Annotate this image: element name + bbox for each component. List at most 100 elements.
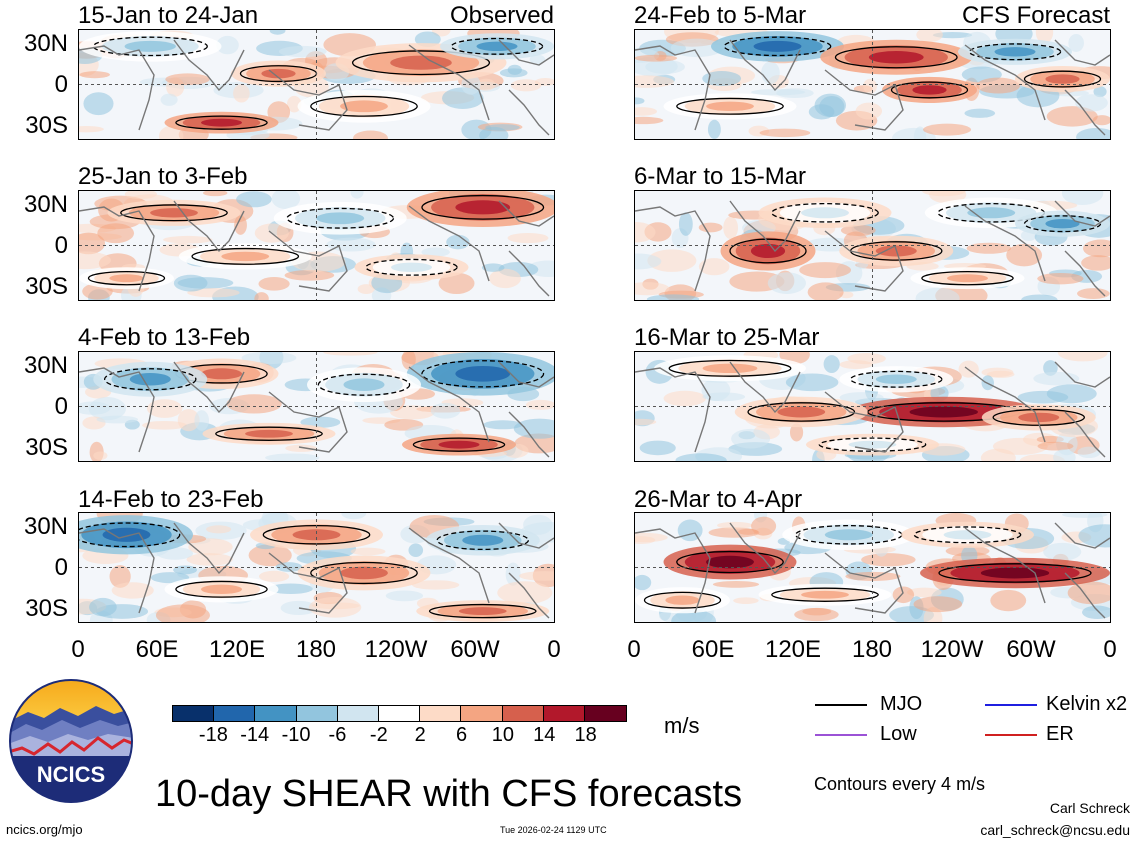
shading-patch bbox=[1068, 33, 1084, 52]
mjo-contour bbox=[120, 204, 228, 222]
shading-patch bbox=[923, 123, 972, 136]
coastline bbox=[498, 39, 554, 66]
legend-er-line bbox=[985, 734, 1037, 736]
shading-patch bbox=[89, 597, 117, 617]
shading-patch bbox=[964, 108, 996, 118]
shading-patch bbox=[635, 574, 652, 591]
colorbar-swatch bbox=[420, 706, 462, 721]
logo-text: NCICS bbox=[37, 762, 105, 787]
shading-patch bbox=[300, 416, 341, 428]
colorbar-tick-label: -2 bbox=[369, 724, 388, 746]
shading-patch bbox=[275, 562, 303, 572]
shading-patch bbox=[341, 513, 367, 520]
lat-label-30s: 30S bbox=[25, 595, 68, 622]
shading-feature bbox=[129, 372, 171, 386]
contour-note: Contours every 4 m/s bbox=[814, 774, 986, 794]
shading-patch bbox=[265, 453, 320, 461]
coastline bbox=[79, 528, 155, 614]
map-panel-fcst-2 bbox=[634, 190, 1111, 301]
coastline bbox=[408, 44, 490, 121]
mjo-contour bbox=[729, 238, 807, 264]
shading-feature bbox=[340, 566, 388, 580]
mjo-contour bbox=[450, 37, 544, 55]
shading-patch bbox=[986, 370, 1015, 378]
mjo-contour bbox=[890, 81, 969, 99]
shading-patch bbox=[111, 582, 154, 599]
shading-patch bbox=[698, 258, 730, 276]
coastline bbox=[508, 89, 550, 136]
lat-label-30n: 30N bbox=[23, 30, 68, 57]
shading-patch bbox=[759, 128, 811, 138]
shading-patch bbox=[233, 84, 250, 103]
legend-kelvin-line bbox=[985, 704, 1037, 706]
footer-author: Carl Schreck bbox=[1049, 800, 1130, 816]
shading-patch bbox=[733, 597, 759, 604]
shading-feature bbox=[967, 207, 1016, 219]
shading-patch bbox=[241, 352, 297, 365]
shading-patch bbox=[534, 78, 554, 86]
colorbar-swatch bbox=[461, 706, 503, 721]
map-panel-obs-3 bbox=[78, 351, 555, 462]
coastline bbox=[173, 200, 245, 253]
footer-email[interactable]: carl_schreck@ncsu.edu bbox=[980, 822, 1130, 838]
lat-label-0: 0 bbox=[54, 554, 68, 581]
coastline bbox=[408, 205, 490, 282]
shading-feature bbox=[750, 243, 786, 259]
shading-patch bbox=[966, 242, 1012, 254]
shading-patch bbox=[350, 547, 386, 556]
shading-feature bbox=[946, 274, 989, 283]
mjo-contour bbox=[310, 95, 418, 117]
shading-patch bbox=[438, 272, 475, 295]
shading-patch bbox=[79, 71, 110, 79]
lat-label-30s: 30S bbox=[25, 273, 68, 300]
shading-patch bbox=[799, 262, 851, 279]
footer-url[interactable]: ncics.org/mjo bbox=[6, 822, 83, 837]
coastline bbox=[79, 206, 155, 292]
shading-patch bbox=[421, 247, 450, 257]
shading-feature bbox=[124, 40, 176, 52]
shading-patch bbox=[216, 35, 239, 55]
coastline bbox=[635, 45, 711, 131]
shading-patch bbox=[177, 409, 200, 432]
map-panel-fcst-4 bbox=[634, 512, 1111, 623]
coastline bbox=[173, 522, 245, 575]
shading-patch bbox=[163, 235, 213, 244]
colorbar-tick-label: 18 bbox=[574, 724, 597, 746]
colorbar-swatch bbox=[584, 706, 627, 721]
shading-patch bbox=[350, 191, 364, 199]
lon-label-180: 180 bbox=[295, 636, 337, 663]
shading-patch bbox=[258, 276, 290, 291]
shading-patch bbox=[507, 232, 549, 244]
shading-patch bbox=[1017, 390, 1069, 404]
shading-patch bbox=[481, 263, 505, 272]
coastline bbox=[729, 361, 801, 414]
shading-patch bbox=[254, 292, 269, 300]
colorbar-tick-label: -18 bbox=[198, 724, 228, 746]
shading-patch bbox=[635, 107, 657, 116]
panel-title-obs-1: 15-Jan to 24-Jan bbox=[78, 2, 259, 29]
shading-patch bbox=[489, 268, 521, 289]
panel-title-obs-4: 14-Feb to 23-Feb bbox=[78, 486, 264, 513]
shading-patch bbox=[635, 54, 678, 62]
coastline bbox=[1054, 39, 1110, 66]
ncics-logo: NCICS bbox=[8, 678, 134, 804]
coastline bbox=[635, 367, 711, 453]
forecast-label: CFS Forecast bbox=[961, 2, 1110, 29]
shading-feature bbox=[462, 534, 504, 546]
lon-label-60e: 60E bbox=[135, 636, 179, 663]
lon-label-180: 180 bbox=[851, 636, 893, 663]
colorbar-swatch bbox=[378, 706, 421, 721]
shading-feature bbox=[316, 212, 365, 225]
shading-patch bbox=[861, 553, 916, 567]
coastline bbox=[729, 200, 801, 253]
shading-patch bbox=[750, 88, 806, 96]
shading-patch bbox=[268, 583, 313, 595]
shading-patch bbox=[808, 104, 835, 120]
shading-patch bbox=[789, 423, 804, 442]
shading-feature bbox=[875, 374, 917, 384]
lon-label-120w: 120W bbox=[920, 636, 984, 663]
coastline bbox=[79, 45, 155, 131]
shading-feature bbox=[476, 41, 518, 52]
shading-patch bbox=[731, 428, 771, 449]
mjo-contour bbox=[913, 526, 1022, 544]
